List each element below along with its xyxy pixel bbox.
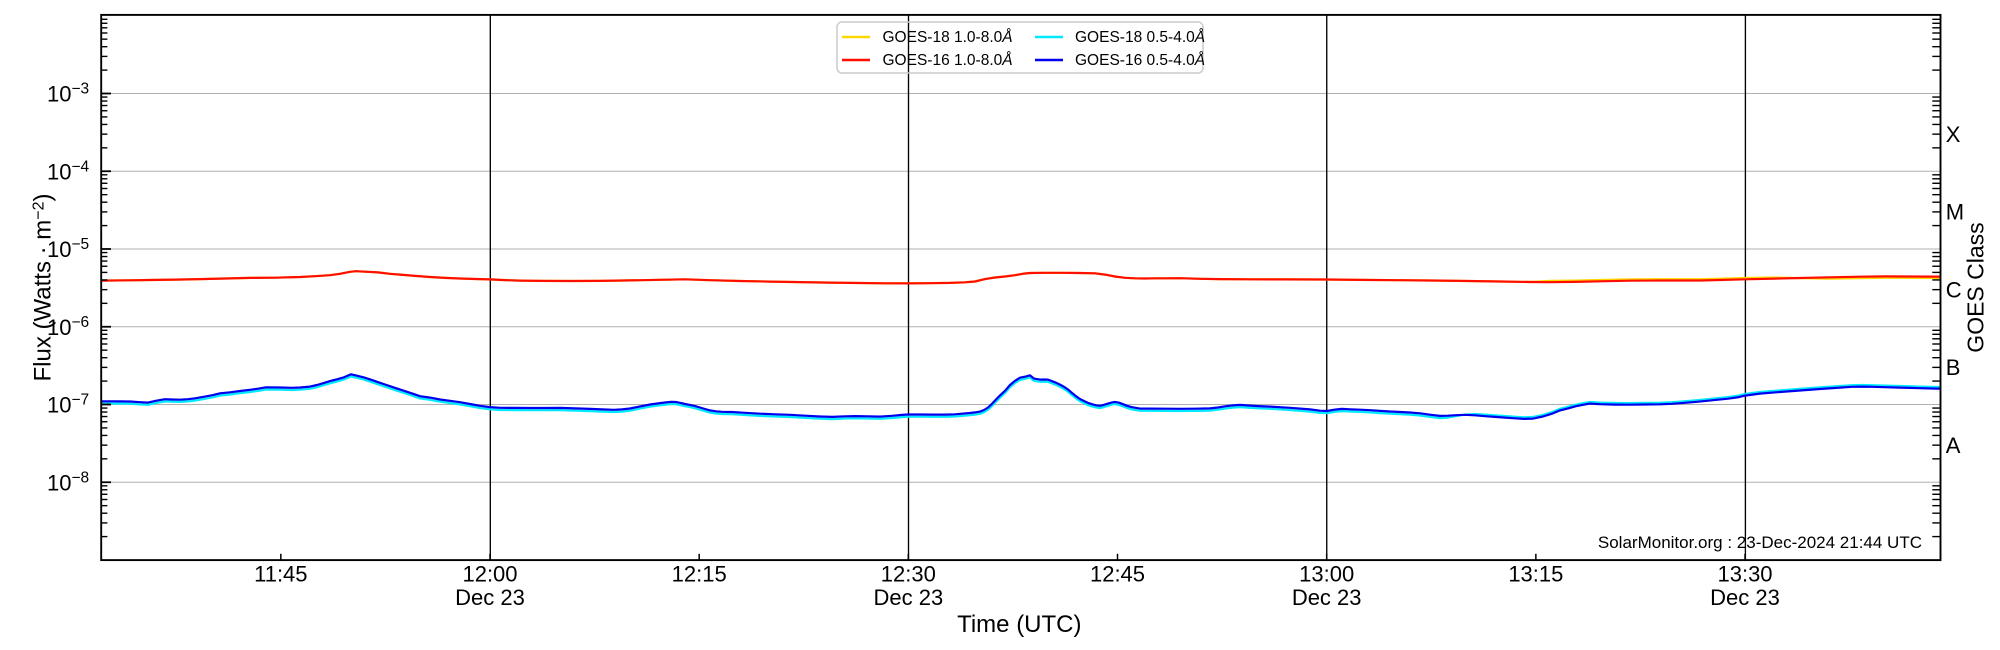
svg-text:Dec 23: Dec 23 bbox=[873, 585, 943, 610]
svg-text:SolarMonitor.org : 23-Dec-2024: SolarMonitor.org : 23-Dec-2024 21:44 UTC bbox=[1598, 533, 1922, 552]
svg-text:12:45: 12:45 bbox=[1090, 562, 1145, 587]
svg-text:11:45: 11:45 bbox=[254, 562, 307, 587]
svg-text:Time (UTC): Time (UTC) bbox=[957, 611, 1081, 638]
svg-text:GOES Class: GOES Class bbox=[1963, 222, 1989, 352]
svg-text:12:00: 12:00 bbox=[462, 562, 517, 587]
svg-text:Dec 23: Dec 23 bbox=[455, 585, 525, 610]
svg-text:Dec 23: Dec 23 bbox=[1710, 585, 1780, 610]
svg-text:13:15: 13:15 bbox=[1508, 562, 1563, 587]
svg-text:13:00: 13:00 bbox=[1299, 562, 1354, 587]
svg-text:Flux (Watts · m−2): Flux (Watts · m−2) bbox=[30, 193, 57, 381]
svg-text:12:30: 12:30 bbox=[881, 562, 936, 587]
svg-text:M: M bbox=[1946, 200, 1964, 225]
svg-text:GOES-18 0.5-4.0Å: GOES-18 0.5-4.0Å bbox=[1075, 29, 1205, 46]
svg-text:X: X bbox=[1946, 122, 1961, 147]
svg-text:C: C bbox=[1946, 277, 1962, 302]
svg-text:Dec 23: Dec 23 bbox=[1292, 585, 1362, 610]
svg-text:A: A bbox=[1946, 433, 1961, 458]
svg-text:GOES-16 0.5-4.0Å: GOES-16 0.5-4.0Å bbox=[1075, 52, 1205, 69]
svg-text:GOES-16 1.0-8.0Å: GOES-16 1.0-8.0Å bbox=[883, 52, 1013, 69]
svg-text:B: B bbox=[1946, 355, 1961, 380]
svg-text:12:15: 12:15 bbox=[672, 562, 727, 587]
svg-text:13:30: 13:30 bbox=[1717, 562, 1772, 587]
svg-text:GOES-18 1.0-8.0Å: GOES-18 1.0-8.0Å bbox=[883, 29, 1013, 46]
svg-text:10−3: 10−3 bbox=[47, 81, 89, 107]
